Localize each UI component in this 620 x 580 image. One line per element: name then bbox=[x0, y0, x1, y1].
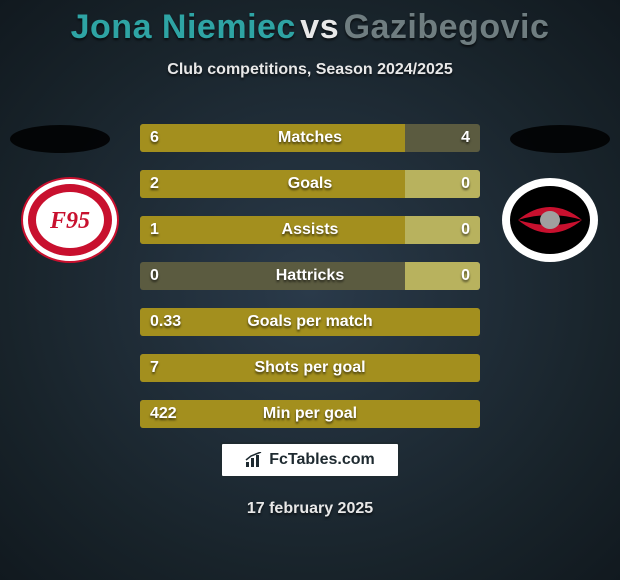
stat-label: Matches bbox=[140, 124, 480, 152]
site-label: FcTables.com bbox=[269, 451, 375, 469]
logo-shadow-left bbox=[10, 125, 110, 153]
site-badge[interactable]: FcTables.com bbox=[220, 442, 400, 478]
stat-row: 20Goals bbox=[140, 170, 480, 198]
team-logo-right bbox=[500, 176, 600, 264]
vs-text: vs bbox=[300, 8, 339, 46]
player2-name: Gazibegovic bbox=[344, 8, 550, 46]
player1-name: Jona Niemiec bbox=[71, 8, 296, 46]
subtitle: Club competitions, Season 2024/2025 bbox=[0, 61, 620, 79]
stat-row: 10Assists bbox=[140, 216, 480, 244]
stat-label: Assists bbox=[140, 216, 480, 244]
stat-row: 64Matches bbox=[140, 124, 480, 152]
svg-text:F95: F95 bbox=[49, 208, 90, 234]
stat-row: 00Hattricks bbox=[140, 262, 480, 290]
stat-label: Goals bbox=[140, 170, 480, 198]
stats-bars: 64Matches 20Goals 10Assists 00Hattricks 0.33… bbox=[140, 124, 480, 446]
logo-shadow-right bbox=[510, 125, 610, 153]
page-title: Jona Niemiec vs Gazibegovic bbox=[0, 0, 620, 47]
stat-label: Hattricks bbox=[140, 262, 480, 290]
stat-row: 0.33Goals per match bbox=[140, 308, 480, 336]
chart-icon bbox=[245, 452, 265, 468]
stat-row: 7Shots per goal bbox=[140, 354, 480, 382]
stat-label: Goals per match bbox=[140, 308, 480, 336]
stat-row: 422Min per goal bbox=[140, 400, 480, 428]
team-logo-left: F95 bbox=[20, 176, 120, 264]
date-label: 17 february 2025 bbox=[0, 500, 620, 518]
stat-label: Min per goal bbox=[140, 400, 480, 428]
stat-label: Shots per goal bbox=[140, 354, 480, 382]
